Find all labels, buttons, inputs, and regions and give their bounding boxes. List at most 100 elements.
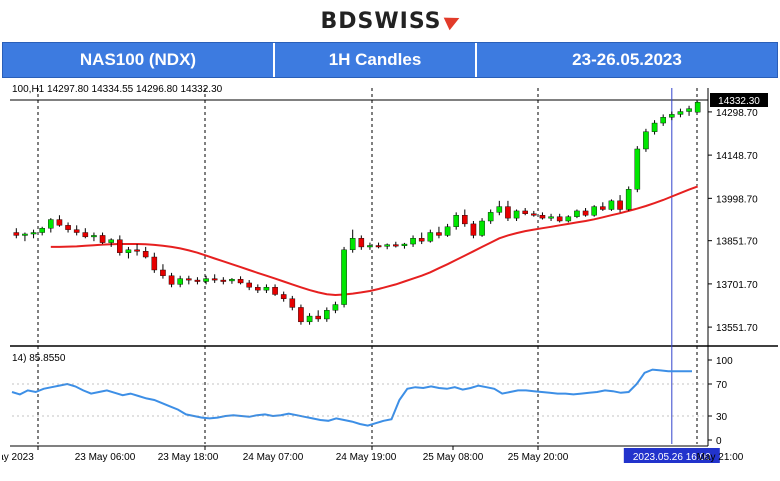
candle [246, 280, 252, 291]
time-tick-label: 24 May 07:00 [243, 452, 304, 463]
candle-body [99, 235, 106, 243]
candle [332, 301, 339, 314]
candle [56, 215, 63, 227]
candle-body [298, 307, 304, 323]
candle-body [39, 228, 45, 233]
candle [418, 232, 425, 245]
time-tick-label: 25 May 08:00 [423, 452, 484, 463]
candle-body [229, 278, 235, 282]
candle [574, 209, 580, 219]
candle [65, 222, 71, 233]
candle [306, 313, 313, 325]
candle-body [643, 131, 649, 150]
candle [582, 208, 589, 217]
candle [125, 246, 132, 259]
candle [91, 232, 97, 242]
candle [496, 200, 503, 216]
candle [427, 229, 434, 243]
candle-body [410, 238, 416, 245]
candle [453, 212, 459, 230]
candle [694, 101, 701, 113]
candle [168, 272, 175, 288]
candles-layer [13, 101, 701, 325]
osc-tick-label: 70 [716, 380, 728, 391]
candle [393, 241, 399, 248]
candle [677, 108, 684, 118]
cursor-time-box [623, 448, 720, 463]
candle [384, 243, 390, 250]
candle [548, 213, 554, 221]
price-tick-label: 14148.70 [716, 151, 758, 162]
candle-body [48, 219, 54, 229]
oscillator-label: 14) 85.8550 [12, 353, 66, 364]
candle [203, 275, 209, 285]
candle [324, 307, 330, 322]
price-box [710, 93, 768, 107]
candle-body [358, 238, 365, 248]
candle-body [453, 215, 459, 227]
candle-body [142, 251, 149, 258]
candle-body [574, 210, 580, 217]
brand-logo: BDSWISS [0, 0, 780, 42]
price-chart[interactable]: 100,H1 14297.80 14334.55 14296.80 14332.… [0, 80, 778, 476]
candle [211, 274, 218, 283]
osc-tick-label: 0 [716, 436, 722, 447]
time-tick-label: 23 May 18:00 [158, 452, 219, 463]
candle [531, 210, 537, 217]
candle-body [280, 294, 287, 299]
candle [651, 120, 658, 135]
candle [289, 295, 296, 311]
price-tick-label: 13851.70 [716, 237, 758, 248]
candle-body [401, 243, 408, 246]
brand-wordmark: BDSWISS [320, 9, 441, 34]
candle [522, 208, 528, 216]
candle-body [600, 206, 606, 210]
candle [591, 205, 597, 217]
candle [375, 242, 382, 249]
brand-swiss: SWISS [357, 8, 442, 34]
candle-body [496, 206, 503, 213]
candle [565, 215, 572, 223]
candle [82, 228, 89, 239]
candle-body [556, 216, 563, 222]
candle-body [341, 249, 347, 305]
candle-body [384, 244, 390, 247]
oscillator-layer [11, 368, 708, 427]
price-box-text: 14332.30 [718, 96, 760, 107]
candle [367, 242, 373, 250]
candle-body [168, 275, 175, 285]
candle [643, 128, 649, 152]
candle [39, 226, 45, 236]
candle-body [289, 298, 296, 308]
candle [600, 202, 606, 211]
candle [358, 235, 365, 250]
price-tick-label: 13998.70 [716, 194, 758, 205]
candle [444, 223, 451, 237]
price-tick-label: 14298.70 [716, 108, 758, 119]
moving-average-layer [50, 185, 699, 297]
time-tick-label: May 21:00 [697, 452, 744, 463]
time-tick-label: ay 2023 [2, 452, 34, 463]
candle-body [393, 244, 399, 247]
time-tick-label: 25 May 20:00 [508, 452, 569, 463]
candle [177, 275, 183, 288]
candle-body [186, 278, 192, 281]
candle-body [505, 206, 511, 219]
header-instrument: NAS100 (NDX) [3, 43, 275, 77]
candle-body [513, 210, 520, 219]
candle-body [211, 278, 218, 281]
candle-body [634, 148, 641, 190]
candle-body [531, 213, 537, 216]
chart-area[interactable]: 100,H1 14297.80 14334.55 14296.80 14332.… [0, 80, 778, 476]
candle [48, 218, 54, 233]
candle-body [30, 232, 37, 235]
price-tick-label: 13701.70 [716, 280, 758, 291]
candle-body [591, 206, 597, 216]
candle [479, 218, 485, 237]
candle-body [539, 215, 546, 219]
info-line: 100,H1 14297.80 14334.55 14296.80 14332.… [12, 84, 223, 95]
candle [556, 213, 563, 223]
brand-flag-icon [443, 11, 462, 31]
candle-body [582, 210, 589, 216]
candle-body [315, 315, 321, 320]
